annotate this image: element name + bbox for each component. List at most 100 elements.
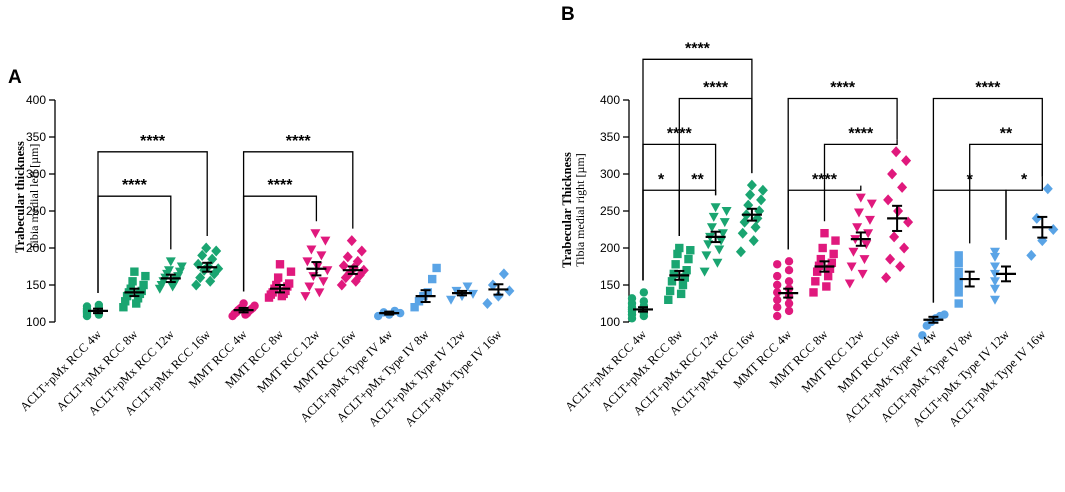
panel-a-y-tick-label: 200 <box>26 241 46 255</box>
panel-a-data-point <box>316 251 327 261</box>
panel-a-data-point <box>213 263 224 275</box>
panel-b-data-point <box>990 284 1000 294</box>
panel-a-data-point <box>310 229 321 239</box>
panel-b-data-point <box>684 254 693 264</box>
panel-b-data-point <box>773 288 782 297</box>
panel-a-data-point <box>94 300 104 310</box>
panel-b-data-point <box>706 223 717 233</box>
panel-b-data-point <box>708 212 719 222</box>
panel-a-data-point <box>273 273 283 282</box>
panel-a-data-point <box>338 260 349 272</box>
panel-a-data-point <box>356 245 367 257</box>
panel-a-category-label: MMT RCC 12w <box>254 327 322 395</box>
panel-b-y-axis-title: Trabecular Thickness <box>560 152 574 268</box>
panel-a-data-point <box>300 292 311 302</box>
panel-a-data-point <box>137 286 146 296</box>
panel-b-data-point <box>887 168 898 180</box>
panel-a-y-axis-subtitle: Tibia medial left [µm] <box>27 144 41 251</box>
panel-b-data-point <box>1042 183 1053 195</box>
panel-b-data-point <box>676 289 686 299</box>
panel-a-data-point <box>286 267 296 276</box>
panel-a-significance-label: **** <box>286 133 312 150</box>
panel-a-data-point <box>504 285 515 297</box>
panel-b-data-point <box>883 194 894 206</box>
panel-a-data-point <box>197 249 208 261</box>
panel-a-data-point <box>451 286 462 296</box>
panel-a: A Trabecular thickness Tibia medial left… <box>8 67 515 429</box>
panel-b-significance-label: * <box>658 171 665 188</box>
panel-b-data-point <box>844 279 855 289</box>
panel-b-data-point <box>737 227 748 239</box>
panel-a-data-point <box>457 292 467 302</box>
panel-b-data-point <box>719 218 730 228</box>
panel-b-data-point <box>889 231 900 243</box>
panel-a-data-point <box>195 272 206 284</box>
panel-a-data-point <box>302 257 313 267</box>
panel-a-data-point <box>119 303 128 312</box>
panel-b-data-point <box>627 294 637 303</box>
panel-b-data-point <box>746 179 757 191</box>
panel-a-data-point <box>201 242 212 254</box>
panel-a-y-tick-label: 350 <box>26 130 46 144</box>
panel-b-data-point <box>954 251 963 260</box>
panel-a-significance-bracket <box>97 151 208 293</box>
panel-b-data-point <box>675 243 684 253</box>
panel-a-data-point <box>121 297 130 306</box>
panel-a-data-point <box>410 303 419 312</box>
panel-b-data-point <box>665 286 675 296</box>
panel-b-y-tick-label: 350 <box>600 130 620 144</box>
panel-a-data-point <box>176 262 187 272</box>
panel-a-data-point <box>342 251 353 263</box>
panel-b-data-point <box>940 310 949 319</box>
panel-a-data-point <box>414 297 424 306</box>
panel-b-data-point <box>954 288 963 297</box>
panel-b-significance-label: **** <box>685 40 711 57</box>
panel-b-data-point <box>848 247 859 257</box>
panel-b-data-point <box>1031 212 1042 224</box>
panel-a-data-point <box>130 267 139 276</box>
panel-b-data-point <box>682 266 691 275</box>
panel-b-data-point <box>669 269 678 279</box>
panel-b-significance-bracket <box>1005 176 1043 240</box>
panel-b-data-point <box>818 243 827 253</box>
panel-b-data-point <box>671 260 680 269</box>
panel-b-data-point <box>756 194 767 206</box>
panel-b-data-point <box>823 271 833 281</box>
panel-b-data-point <box>686 246 695 255</box>
panel-b-data-point <box>853 208 864 218</box>
panel-b-data-point <box>901 155 912 167</box>
panel-b-y-tick-label: 400 <box>600 93 620 107</box>
panel-b-data-point <box>1048 224 1059 235</box>
panel-b-data-point <box>857 269 868 279</box>
panel-b-letter: B <box>561 4 575 25</box>
panel-b-data-point <box>861 240 872 250</box>
panel-b-data-point <box>864 215 875 225</box>
panel-b-significance-label: ** <box>1000 125 1013 142</box>
panel-a-data-point <box>487 279 498 291</box>
panel-b-data-point <box>773 311 782 321</box>
panel-b-data-point <box>712 258 723 268</box>
panel-a-letter: A <box>8 67 22 88</box>
panel-a-data-point <box>165 257 176 267</box>
panel-b-data-point <box>784 266 794 275</box>
panel-b-data-point <box>820 229 829 238</box>
panel-a-data-point <box>493 290 504 302</box>
panel-a-data-point <box>284 279 294 288</box>
panel-a-data-point <box>139 280 148 290</box>
panel-a-data-point <box>128 277 137 286</box>
panel-a-data-point <box>446 295 456 305</box>
panel-a-data-point <box>322 266 333 276</box>
panel-a-y-tick-label: 100 <box>26 315 46 329</box>
panel-b-data-point <box>639 297 649 306</box>
panel-b-data-point <box>954 299 963 308</box>
panel-b-significance-label: * <box>1021 171 1028 188</box>
panel-b-y-tick-label: 300 <box>600 167 620 181</box>
panel-b-data-point <box>859 255 870 265</box>
panel-b-data-point <box>852 223 863 233</box>
panel-b-y-tick-label: 100 <box>600 315 620 329</box>
panel-b: B Trabecular Thickness Tibia medial righ… <box>560 4 1059 429</box>
panel-a-data-point <box>250 301 259 310</box>
panel-b-data-point <box>990 252 1000 262</box>
panel-b-data-point <box>667 277 677 286</box>
panel-b-data-point <box>855 193 866 203</box>
